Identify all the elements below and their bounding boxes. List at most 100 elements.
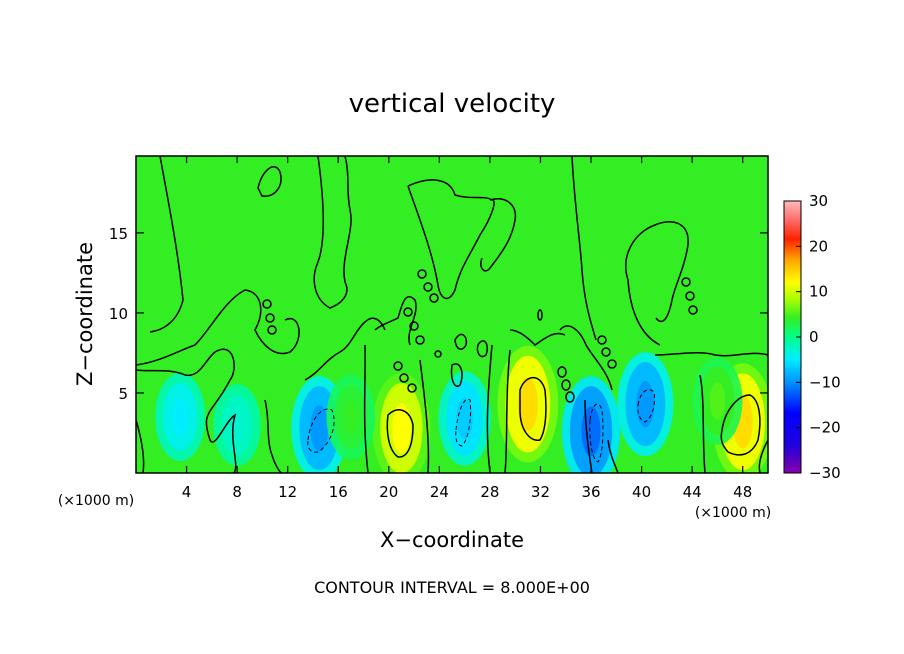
- heatmap-cell-core: [172, 398, 188, 436]
- colorbar: 30 20 10 0 −10 −20 −30: [783, 192, 841, 482]
- y-tick-label: 15: [109, 225, 128, 243]
- contour-line: [654, 352, 768, 357]
- colorbar-tick-label: 10: [809, 283, 828, 301]
- contour-line: [386, 409, 414, 458]
- contour-line: [363, 344, 369, 473]
- colorbar-tick-label: 20: [809, 237, 828, 255]
- chart-title: vertical velocity: [349, 89, 556, 119]
- x-tick-label: 24: [430, 483, 449, 501]
- heatmap-cell-core: [709, 382, 726, 420]
- y-tick-label: 5: [118, 385, 128, 403]
- contour-loop: [409, 321, 419, 331]
- contour-line: [136, 289, 300, 366]
- contour-loop: [565, 391, 575, 403]
- contour-line: [627, 279, 661, 346]
- contour-loop: [597, 335, 607, 345]
- contour-loop: [607, 359, 617, 369]
- contour-line: [313, 156, 352, 309]
- colorbar-tick-label: −30: [809, 464, 841, 482]
- x-axis-label: X−coordinate: [380, 528, 524, 552]
- x-tick-label: 20: [379, 483, 398, 501]
- y-axis-ticks: 5 10 15: [109, 225, 768, 403]
- contour-line: [257, 166, 282, 197]
- contour-line: [758, 439, 768, 473]
- contour-interval-footer: CONTOUR INTERVAL = 8.000E+00: [314, 578, 590, 597]
- contour-line: [450, 363, 463, 387]
- contour-line-negative: [589, 403, 604, 463]
- contour-line: [454, 333, 468, 350]
- contour-line: [486, 344, 493, 473]
- contour-line: [625, 221, 689, 323]
- contour-line: [264, 399, 283, 473]
- contour-loop: [265, 313, 275, 323]
- heatmap-cell-core: [310, 405, 329, 452]
- colorbar-tick-label: −20: [809, 419, 841, 437]
- y-tick-label: 10: [109, 305, 128, 323]
- x-axis-ticks: 4 8 12 16 20 24 28 32 36 40 44 48: [182, 156, 752, 501]
- x-tick-label: 8: [232, 483, 242, 501]
- contour-loop: [417, 269, 427, 279]
- x-unit-right: (×1000 m): [695, 505, 771, 521]
- contour-line: [407, 179, 495, 300]
- contour-line: [136, 348, 237, 473]
- colorbar-ticks: 30 20 10 0 −10 −20 −30: [796, 192, 841, 482]
- x-tick-label: 16: [329, 483, 348, 501]
- contour-line: [571, 156, 597, 341]
- plot-frame: [135, 155, 769, 474]
- contour-line: [607, 439, 619, 473]
- y-axis-label: Z−coordinate: [73, 242, 97, 386]
- heatmap-cell-core: [581, 406, 601, 457]
- negative-contours: [307, 389, 655, 463]
- contour-loop: [557, 366, 567, 378]
- contour-loop: [262, 299, 272, 309]
- heatmap-cell-core: [636, 381, 655, 428]
- contour-line: [304, 317, 386, 381]
- x-tick-label: 12: [278, 483, 297, 501]
- contour-loop: [601, 347, 611, 357]
- contour-line-negative: [455, 398, 471, 447]
- contour-loop: [561, 379, 571, 391]
- colorbar-tick-label: 0: [809, 328, 819, 346]
- contour-loop: [399, 373, 409, 383]
- contour-line: [504, 349, 511, 473]
- contour-line: [419, 359, 430, 473]
- x-tick-label: 40: [632, 483, 651, 501]
- contour-loop: [423, 282, 433, 292]
- contour-loop: [407, 383, 417, 393]
- heatmap-cell-core: [343, 399, 359, 435]
- contour-line: [559, 325, 613, 391]
- colorbar-tick-label: 30: [809, 192, 828, 210]
- contour-loop: [393, 361, 403, 371]
- contour-loop: [685, 291, 695, 301]
- x-unit-left: (×1000 m): [58, 493, 134, 509]
- x-tick-label: 4: [182, 483, 192, 501]
- contour-line: [149, 156, 184, 333]
- contour-line-negative: [637, 389, 655, 423]
- contour-line-negative: [307, 408, 335, 453]
- contour-line: [509, 329, 566, 346]
- heatmap-cell-core: [391, 403, 411, 454]
- x-tick-label: 32: [531, 483, 550, 501]
- contour-line: [699, 374, 706, 473]
- colorbar-tick-label: −10: [809, 373, 841, 391]
- contour-line: [519, 376, 547, 441]
- contour-loop: [688, 305, 698, 315]
- contour-loop: [429, 293, 439, 303]
- x-tick-label: 44: [683, 483, 702, 501]
- contour-loop: [403, 307, 413, 317]
- contour-line: [476, 340, 489, 358]
- contour-line: [136, 419, 145, 473]
- contour-loop: [537, 309, 543, 321]
- contour-loop: [415, 335, 425, 345]
- x-tick-label: 28: [480, 483, 499, 501]
- contour-line: [480, 198, 517, 272]
- contour-line: [720, 394, 761, 456]
- heatmap-cell-core: [456, 398, 473, 440]
- heatmap-cell-core: [517, 377, 538, 431]
- contour-loop: [434, 350, 442, 358]
- x-tick-label: 36: [581, 483, 600, 501]
- contour-loop: [681, 277, 691, 287]
- x-tick-label: 48: [733, 483, 752, 501]
